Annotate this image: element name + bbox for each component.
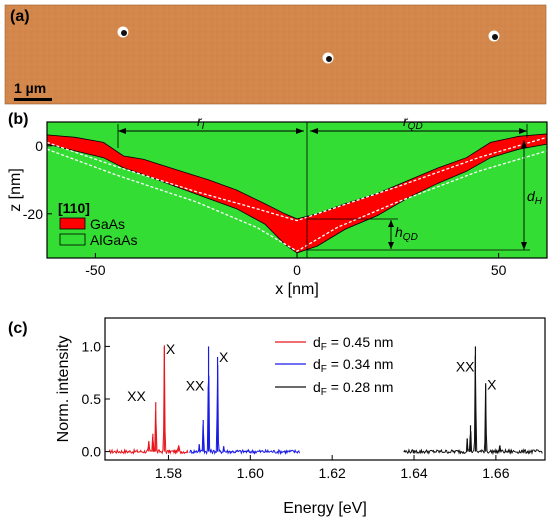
x-tick-label: 1.60 — [237, 465, 264, 481]
legend-label-028: dF = 0.28 nm — [313, 379, 393, 398]
y-tick-label: 1.0 — [82, 338, 102, 354]
spectrum-line-0 — [109, 345, 189, 455]
peak-label: X — [166, 341, 176, 357]
legend-swatch-gaas — [59, 217, 86, 230]
gaas-layer — [47, 133, 547, 254]
scale-bar — [14, 98, 52, 101]
y-tick-label: -20 — [23, 206, 43, 222]
peak-label: XX — [186, 378, 205, 394]
quantum-dot-2 — [322, 52, 334, 64]
panel-b-xlabel: x [nm] — [275, 281, 319, 298]
peak-label: XX — [127, 388, 146, 404]
x-tick-label: -50 — [85, 262, 105, 278]
h-qd-label: hQD — [395, 224, 418, 243]
legend-label-gaas: GaAs — [90, 216, 125, 232]
r-qd-arrow — [310, 124, 528, 138]
legend-swatch-algaas — [59, 233, 86, 246]
legend-label-algaas: AlGaAs — [90, 232, 137, 248]
scale-bar-label: 1 µm — [14, 80, 46, 96]
h-qd-arrow — [307, 218, 398, 249]
spectrum-line-2 — [403, 355, 543, 456]
x-tick-label: 1.64 — [400, 465, 427, 481]
panel-c-ylabel: Norm. intensity — [55, 336, 72, 443]
afm-frame — [4, 4, 547, 105]
r-qd-label: rQD — [403, 113, 423, 132]
spectrum-line-1 — [189, 364, 300, 456]
panel-c-xlabel: Energy [eV] — [283, 500, 367, 517]
panel-a-label: (a) — [10, 8, 30, 25]
legend-label-034: dF = 0.34 nm — [313, 356, 393, 375]
dashed-profile-bottom — [47, 148, 547, 252]
quantum-dot-1 — [117, 26, 129, 38]
x-tick-label: 1.62 — [319, 465, 346, 481]
x-tick-label: 0 — [293, 262, 301, 278]
legend-title: [110] — [58, 200, 90, 216]
peak-label: X — [487, 377, 497, 393]
y-tick-label: 0.5 — [82, 391, 102, 407]
peak-label: X — [219, 349, 229, 365]
r-i-arrow — [117, 124, 304, 148]
panel-c-axes: 1.58 1.60 1.62 1.64 1.66 0.0 0.5 1.0 — [82, 338, 510, 481]
x-tick-label: 1.58 — [155, 465, 182, 481]
panel-b-axes: -50 0 50 0 -20 — [23, 138, 507, 278]
d-h-label: dH — [527, 188, 543, 207]
dashed-profile-top — [47, 136, 547, 222]
x-tick-label: 1.66 — [482, 465, 509, 481]
x-tick-label: 50 — [491, 262, 507, 278]
panel-b: rI rQD dH hQD [110] GaAs — [7, 111, 548, 298]
y-tick-label: 0 — [35, 138, 43, 154]
spectra — [109, 345, 543, 456]
afm-image — [5, 5, 546, 104]
peak-label: XX — [456, 359, 475, 375]
d-h-arrow — [307, 140, 530, 251]
legend-c: dF = 0.45 nm dF = 0.34 nm dF = 0.28 nm — [275, 334, 393, 398]
legend-b: [110] GaAs AlGaAs — [58, 200, 137, 248]
panel-c-frame — [104, 317, 546, 461]
r-i-label: rI — [197, 113, 205, 132]
panel-c-label: (c) — [8, 320, 28, 337]
quantum-dot-3 — [488, 30, 500, 42]
panel-b-ylabel: z [nm] — [7, 168, 24, 212]
legend-label-045: dF = 0.45 nm — [313, 334, 393, 353]
y-tick-label: 0.0 — [82, 444, 102, 460]
panel-b-label: (b) — [8, 111, 28, 128]
panel-a: (a) 1 µm — [4, 4, 547, 105]
